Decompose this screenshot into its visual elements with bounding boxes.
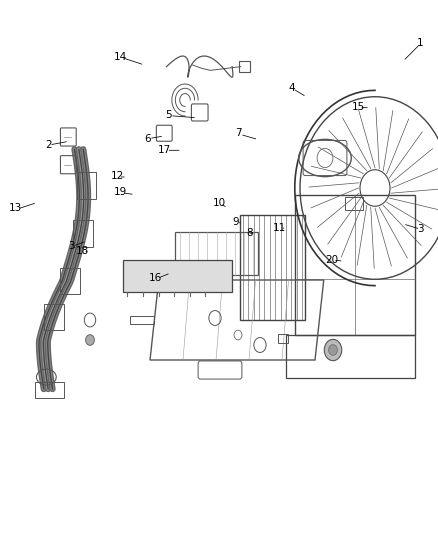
Text: 20: 20	[325, 255, 339, 264]
Circle shape	[85, 335, 94, 345]
Text: 9: 9	[232, 217, 239, 227]
Bar	[239, 61, 250, 72]
Text: 2: 2	[45, 140, 52, 150]
Bar	[77, 172, 96, 199]
Text: 12: 12	[111, 172, 124, 181]
Text: 4: 4	[288, 83, 295, 93]
Text: 3: 3	[417, 224, 424, 234]
Text: 13: 13	[9, 204, 22, 213]
Bar	[123, 260, 232, 292]
Text: 3: 3	[68, 241, 75, 251]
Bar	[175, 232, 258, 275]
Text: 19: 19	[114, 188, 127, 197]
Bar	[240, 215, 305, 320]
Bar	[278, 334, 288, 343]
Text: 6: 6	[145, 134, 152, 143]
Bar	[73, 220, 93, 246]
Text: 11: 11	[273, 223, 286, 233]
Text: 14: 14	[114, 52, 127, 62]
Text: 17: 17	[158, 145, 171, 155]
Circle shape	[324, 340, 342, 361]
Bar	[35, 383, 64, 399]
Bar	[345, 197, 364, 211]
Bar	[130, 317, 154, 325]
Text: 7: 7	[235, 128, 242, 138]
Text: 15: 15	[352, 102, 365, 112]
Text: 10: 10	[212, 198, 226, 208]
Text: 5: 5	[165, 110, 172, 120]
Bar	[286, 335, 415, 378]
Bar	[60, 268, 80, 295]
Text: 8: 8	[246, 229, 253, 238]
Text: 16: 16	[149, 273, 162, 283]
Text: 18: 18	[76, 246, 89, 256]
Bar	[44, 304, 64, 330]
Text: 1: 1	[417, 38, 424, 47]
Bar	[295, 195, 415, 335]
Circle shape	[328, 345, 337, 356]
